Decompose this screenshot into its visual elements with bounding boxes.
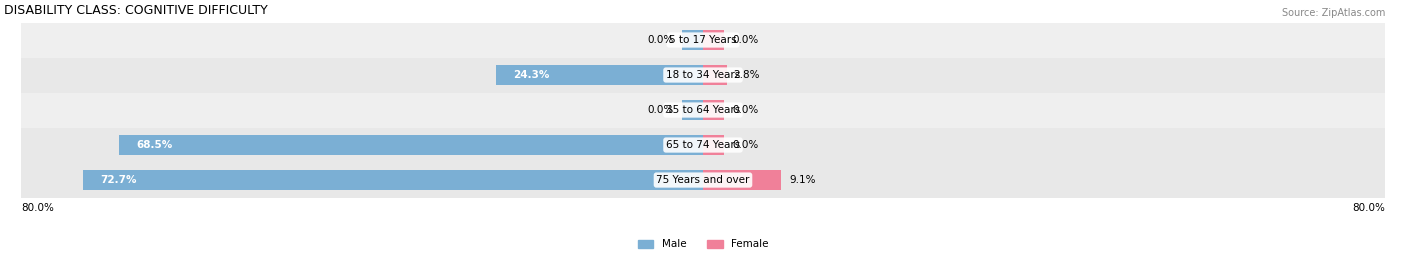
Text: 0.0%: 0.0% (733, 105, 759, 115)
Bar (21, 58, 1385, 93)
Text: 80.0%: 80.0% (21, 203, 53, 213)
Bar (703, 30, 724, 50)
Text: 72.7%: 72.7% (100, 175, 136, 185)
Text: 35 to 64 Years: 35 to 64 Years (666, 105, 740, 115)
Text: 9.1%: 9.1% (789, 175, 815, 185)
Text: 80.0%: 80.0% (1353, 203, 1385, 213)
Text: 0.0%: 0.0% (647, 35, 673, 45)
Text: 75 Years and over: 75 Years and over (657, 175, 749, 185)
Bar (21, 23, 1385, 58)
Bar (703, 100, 724, 120)
Bar (703, 135, 724, 155)
Text: 0.0%: 0.0% (733, 35, 759, 45)
Text: 65 to 74 Years: 65 to 74 Years (666, 140, 740, 150)
Bar (21, 162, 1385, 197)
Text: 24.3%: 24.3% (513, 70, 550, 80)
Text: DISABILITY CLASS: COGNITIVE DIFFICULTY: DISABILITY CLASS: COGNITIVE DIFFICULTY (4, 4, 269, 17)
Text: 18 to 34 Years: 18 to 34 Years (666, 70, 740, 80)
Bar (703, 65, 727, 85)
Bar (21, 128, 1385, 162)
Bar (682, 100, 703, 120)
Bar (120, 135, 703, 155)
Bar (83, 171, 703, 190)
Bar (682, 30, 703, 50)
Bar (703, 171, 780, 190)
Text: 2.8%: 2.8% (733, 70, 759, 80)
Bar (21, 93, 1385, 128)
Text: 0.0%: 0.0% (733, 140, 759, 150)
Text: Source: ZipAtlas.com: Source: ZipAtlas.com (1281, 8, 1385, 18)
Bar (496, 65, 703, 85)
Text: 5 to 17 Years: 5 to 17 Years (669, 35, 737, 45)
Legend: Male, Female: Male, Female (633, 235, 773, 254)
Text: 0.0%: 0.0% (647, 105, 673, 115)
Text: 68.5%: 68.5% (136, 140, 173, 150)
